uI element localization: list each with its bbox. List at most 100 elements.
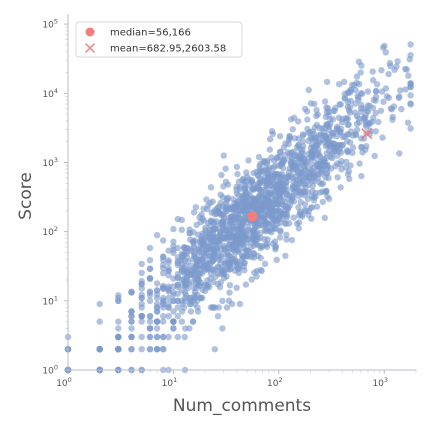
scatter-point — [278, 160, 285, 167]
scatter-point — [288, 236, 296, 244]
scatter-point — [178, 276, 185, 283]
scatter-point — [189, 318, 197, 325]
scatter-point — [174, 261, 181, 269]
scatter-point — [311, 100, 318, 108]
scatter-point — [227, 258, 234, 265]
scatter-point — [356, 160, 363, 167]
scatter-point — [407, 41, 414, 48]
scatter-point — [160, 237, 167, 244]
scatter-point — [160, 294, 167, 302]
scatter-point — [291, 163, 298, 170]
scatter-point — [219, 297, 226, 304]
scatter-point — [385, 94, 392, 102]
scatter-point — [178, 308, 186, 315]
scatter-point — [146, 318, 154, 325]
scatter-point — [213, 245, 221, 252]
scatter-point — [337, 125, 345, 133]
scatter-point — [377, 107, 385, 115]
scatter-point — [234, 231, 241, 238]
y-tick-label: 101 — [42, 294, 58, 307]
scatter-point — [153, 294, 161, 302]
scatter-point — [146, 257, 154, 264]
scatter-point — [146, 325, 154, 332]
scatter-point — [312, 189, 319, 197]
scatter-point — [128, 333, 135, 341]
scatter-point — [323, 187, 330, 194]
legend-box — [75, 21, 243, 58]
scatter-point — [344, 171, 352, 178]
scatter-point — [186, 300, 193, 308]
scatter-point — [204, 281, 212, 288]
scatter-point — [261, 260, 269, 267]
scatter-point — [273, 256, 280, 263]
scatter-point — [115, 333, 122, 341]
scatter-point — [160, 346, 167, 353]
scatter-point — [271, 196, 278, 203]
scatter-point — [266, 146, 273, 153]
scatter-point — [277, 228, 284, 235]
scatter-point — [165, 304, 172, 311]
scatter-point — [311, 178, 318, 185]
scatter-point — [356, 119, 363, 126]
scatter-point — [324, 141, 331, 148]
scatter-point — [259, 215, 267, 222]
scatter-point — [294, 170, 301, 177]
x-tick-label: 101 — [162, 376, 178, 389]
scatter-point — [146, 275, 154, 282]
scatter-point — [204, 205, 211, 213]
scatter-point — [318, 180, 325, 188]
scatter-point — [257, 160, 264, 168]
scatter-point — [225, 194, 232, 201]
scatter-point — [322, 113, 329, 121]
scatter-point — [227, 265, 234, 273]
scatter-point — [232, 211, 239, 219]
scatter-point — [364, 108, 372, 115]
legend: median=56,166 mean=682.95,2603.58 — [75, 21, 243, 58]
scatter-point — [385, 70, 392, 78]
scatter-point — [380, 44, 387, 51]
scatter-point — [160, 270, 167, 277]
scatter-point — [353, 112, 361, 120]
scatter-point — [299, 181, 306, 188]
scatter-point — [235, 265, 242, 272]
scatter-point — [160, 256, 167, 264]
scatter-point — [165, 247, 172, 254]
scatter-point — [335, 81, 343, 88]
scatter-point — [115, 292, 122, 299]
scatter-point — [240, 253, 247, 260]
scatter-point — [153, 333, 161, 341]
scatter-point — [128, 313, 135, 320]
scatter-point — [206, 245, 213, 252]
y-tick-label: 105 — [42, 18, 58, 31]
scatter-point — [178, 257, 185, 264]
scatter-point — [330, 140, 337, 147]
scatter-point — [304, 116, 311, 123]
scatter-point — [341, 133, 348, 140]
scatter-point — [217, 191, 224, 198]
scatter-point — [371, 152, 378, 160]
scatter-point — [375, 118, 382, 126]
scatter-point — [165, 259, 172, 266]
scatter-point — [138, 318, 145, 325]
y-tick-label: 103 — [42, 156, 58, 169]
scatter-point — [160, 265, 167, 272]
scatter-point — [181, 244, 188, 251]
scatter-point — [239, 201, 246, 209]
scatter-point — [268, 229, 275, 236]
scatter-point — [138, 285, 145, 292]
points-layer — [64, 41, 414, 374]
scatter-point — [245, 157, 252, 164]
scatter-point — [355, 94, 362, 101]
scatter-point — [269, 205, 277, 213]
scatter-point — [146, 333, 154, 341]
scatter-point — [351, 81, 358, 89]
y-tick-label: 104 — [42, 87, 58, 100]
scatter-point — [128, 325, 135, 332]
scatter-point — [170, 249, 177, 256]
scatter-point — [153, 318, 161, 325]
scatter-point — [222, 208, 229, 215]
scatter-point — [229, 225, 237, 233]
scatter-point — [343, 147, 351, 154]
scatter-point — [370, 77, 377, 84]
scatter-point — [214, 263, 222, 270]
